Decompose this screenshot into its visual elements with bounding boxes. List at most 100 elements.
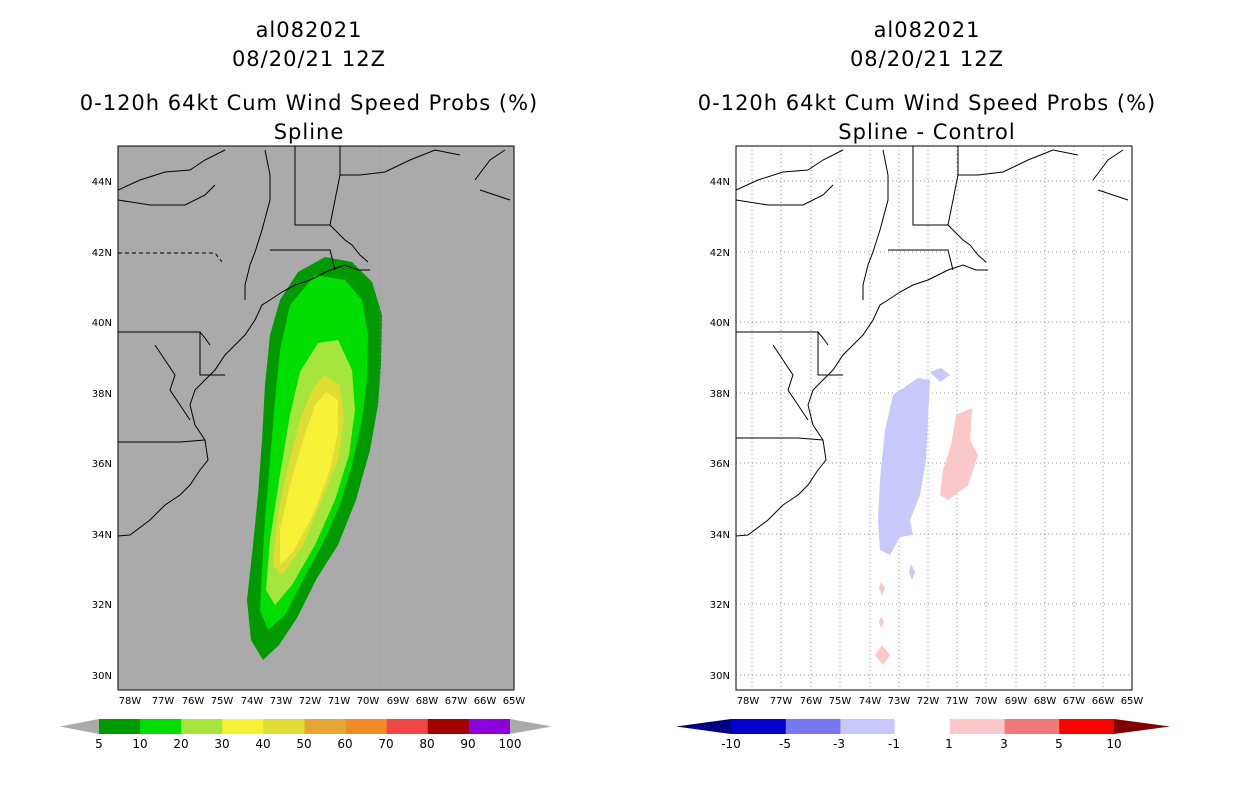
lon-label: 68W [1034, 696, 1057, 707]
colorbar-label: 40 [255, 737, 270, 751]
lon-label: 77W [770, 696, 793, 707]
lat-label: 40N [710, 318, 730, 329]
colorbar-label: -5 [779, 737, 791, 751]
lon-label: 68W [416, 696, 439, 707]
negative-diff-area [930, 368, 950, 382]
lon-label: 69W [1005, 696, 1028, 707]
coastline [118, 146, 511, 537]
model-title: Spline [273, 120, 345, 144]
lon-label: 70W [357, 696, 380, 707]
lon-label: 78W [119, 696, 142, 707]
lat-label: 42N [92, 248, 112, 259]
lon-label: 69W [387, 696, 410, 707]
lon-axis: 78W 77W 76W 75W 74W 73W 72W 71W 70W 69W … [737, 696, 1144, 707]
colorbar-end-low [676, 719, 731, 734]
lon-label: 78W [737, 696, 760, 707]
colorbar-segment [949, 719, 1006, 734]
colorbar-label: 90 [460, 737, 475, 751]
colorbar-label: -10 [721, 737, 741, 751]
lon-label: 73W [888, 696, 911, 707]
lon-label: 67W [445, 696, 468, 707]
lat-label: 32N [92, 600, 112, 611]
lat-label: 30N [92, 671, 112, 682]
lon-label: 76W [182, 696, 205, 707]
spline-map: 44N 42N 40N 38N 36N 34N 32N 30N 78W 77W … [60, 145, 552, 751]
coastline [736, 146, 1129, 537]
colorbar-label: 5 [1055, 737, 1063, 751]
lat-label: 38N [92, 389, 112, 400]
model-title: Spline - Control [838, 120, 1016, 144]
lon-label: 65W [1121, 696, 1144, 707]
lon-label: 71W [946, 696, 969, 707]
lon-label: 71W [328, 696, 351, 707]
lat-axis: 44N 42N 40N 38N 36N 34N 32N 30N [710, 177, 730, 682]
colorbar-segment [140, 719, 182, 734]
lon-label: 76W [800, 696, 823, 707]
colorbar-segment [731, 719, 787, 734]
map-frame [117, 145, 515, 691]
lon-label: 70W [975, 696, 998, 707]
colorbar-segment [345, 719, 388, 734]
colorbar-segment [1059, 719, 1115, 734]
lat-label: 34N [92, 530, 112, 541]
colorbar-label: 10 [1106, 737, 1121, 751]
colorbar-label: 50 [296, 737, 311, 751]
lon-label: 67W [1063, 696, 1086, 707]
prob-contour-40 [280, 392, 338, 565]
colorbar-label: 70 [378, 737, 393, 751]
positive-diff-area [879, 582, 885, 596]
colorbar-end-low [60, 719, 99, 734]
lat-label: 44N [92, 177, 112, 188]
negative-diff-area [878, 378, 930, 555]
lon-label: 77W [152, 696, 175, 707]
product-title: 0-120h 64kt Cum Wind Speed Probs (%) [697, 91, 1157, 115]
lat-label: 44N [710, 177, 730, 188]
colorbar-label: 20 [173, 737, 188, 751]
lat-label: 32N [710, 600, 730, 611]
lat-label: 40N [92, 318, 112, 329]
colorbar-segment [427, 719, 470, 734]
lon-label: 72W [299, 696, 322, 707]
difference-panel: al082021 08/20/21 12Z 0-120h 64kt Cum Wi… [618, 0, 1236, 800]
colorbar-label: 5 [95, 737, 103, 751]
storm-id-title: al082021 [873, 18, 981, 42]
colorbar-label: 10 [132, 737, 147, 751]
lat-label: 38N [710, 389, 730, 400]
colorbar-label: 60 [337, 737, 352, 751]
colorbar-label: 1 [945, 737, 953, 751]
lat-label: 36N [710, 459, 730, 470]
date-title: 08/20/21 12Z [849, 47, 1005, 71]
map-frame [735, 145, 1133, 691]
lon-label: 73W [270, 696, 293, 707]
colorbar-segment [386, 719, 429, 734]
colorbar-label: -3 [833, 737, 845, 751]
lat-label: 42N [710, 248, 730, 259]
lon-label: 75W [829, 696, 852, 707]
colorbar-segment [468, 719, 511, 734]
lon-label: 74W [859, 696, 882, 707]
colorbar-segment [99, 719, 141, 734]
colorbar-label: 3 [1000, 737, 1008, 751]
spline-panel: al082021 08/20/21 12Z 0-120h 64kt Cum Wi… [60, 18, 552, 751]
colorbar-segment [222, 719, 264, 734]
storm-id-title: al082021 [255, 18, 363, 42]
product-title: 0-120h 64kt Cum Wind Speed Probs (%) [79, 91, 539, 115]
date-title: 08/20/21 12Z [231, 47, 387, 71]
colorbar-label: -1 [888, 737, 900, 751]
lon-label: 74W [241, 696, 264, 707]
colorbar-label: 30 [214, 737, 229, 751]
lon-label: 65W [503, 696, 526, 707]
difference-colorbar [676, 718, 1170, 735]
colorbar-labels: 5 10 20 30 40 50 60 70 80 90 100 [95, 737, 521, 751]
colorbar-label: 80 [419, 737, 434, 751]
positive-diff-area [940, 408, 978, 500]
colorbar-segment [1004, 719, 1060, 734]
difference-map: 44N 42N 40N 38N 36N 34N 32N 30N 78W 77W … [676, 145, 1170, 751]
colorbar-end-high [1114, 719, 1170, 734]
probability-colorbar [60, 719, 552, 734]
colorbar-segment [304, 719, 347, 734]
colorbar-segment [894, 718, 951, 735]
colorbar-segment [840, 719, 896, 734]
lat-label: 36N [92, 459, 112, 470]
colorbar-segment [181, 719, 223, 734]
